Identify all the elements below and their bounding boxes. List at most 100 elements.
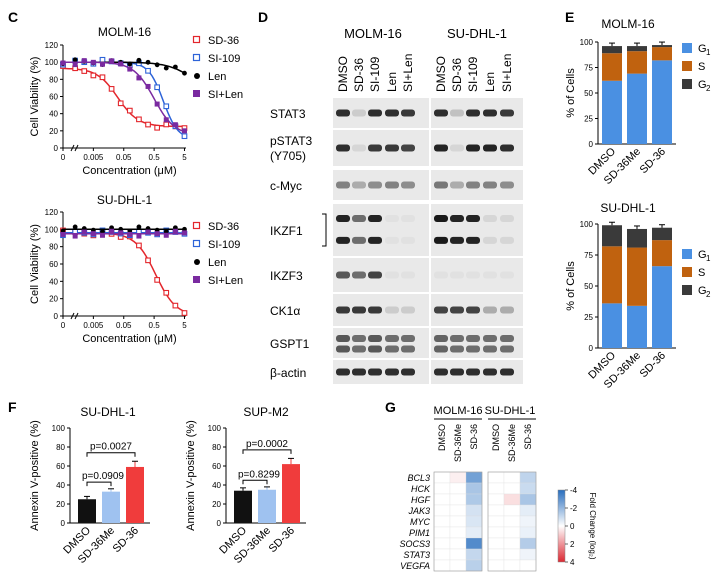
blot-band: [450, 109, 464, 117]
blot-band: [466, 345, 480, 353]
y-tick-label: 40: [49, 110, 58, 119]
data-point: [163, 121, 170, 128]
protein-label: IKZF1: [270, 224, 303, 238]
x-tick-label: 5: [182, 321, 187, 330]
x-tick-label: 0.05: [116, 153, 132, 162]
legend-marker: [194, 73, 200, 79]
blot-band: [500, 271, 514, 279]
group-header: MOLM-16: [434, 405, 483, 417]
blot-band: [483, 109, 497, 117]
bar-segment-s: [602, 246, 622, 304]
heatmap-cell: [433, 559, 451, 572]
blot-band: [466, 181, 480, 189]
blot-band: [385, 181, 399, 189]
blot-band: [466, 271, 480, 279]
x-tick-label: 0.005: [83, 321, 104, 330]
protein-label: pSTAT3: [270, 134, 313, 148]
blot-band: [368, 368, 382, 376]
heatmap-cell: [487, 504, 505, 517]
bar-segment-g1: [627, 305, 647, 348]
x-tick-label: 5: [182, 153, 187, 162]
cell-line-header: SU-DHL-1: [447, 26, 507, 41]
lane-label: DMSO: [434, 56, 448, 92]
axis-break: [70, 312, 75, 320]
data-point: [60, 231, 66, 237]
data-point: [181, 230, 187, 236]
data-point: [154, 231, 160, 237]
legend-marker: [192, 221, 201, 230]
heatmap-cell: [433, 471, 451, 484]
heatmap-cell: [487, 493, 505, 506]
chart-title: MOLM-16: [98, 25, 152, 39]
blot-band: [385, 306, 399, 314]
data-point: [136, 233, 142, 239]
bar-segment-s: [602, 53, 622, 81]
blot-band: [336, 306, 350, 314]
data-point: [90, 72, 97, 79]
blot-band: [434, 368, 448, 376]
bar-segment-g1: [602, 303, 622, 348]
blot-row-5: IKZF3: [270, 258, 523, 292]
blot-band: [450, 335, 464, 342]
y-tick-label: 0: [589, 140, 594, 149]
blot-band: [368, 144, 382, 152]
data-point: [163, 103, 170, 110]
data-point: [145, 229, 151, 235]
blot-band: [434, 271, 448, 279]
blot-band: [450, 306, 464, 314]
legend-2: SD-36 SI-109 Len SI+Len: [192, 221, 243, 287]
data-point: [127, 66, 133, 72]
blot-band: [336, 335, 350, 342]
blot-band: [401, 368, 415, 376]
bar-segment-g2: [627, 228, 647, 248]
protein-label: β-actin: [270, 366, 306, 380]
panel-c-letter: C: [8, 9, 18, 25]
ikzf1-bracket: [322, 213, 327, 247]
y-tick-label: 80: [212, 443, 221, 452]
data-point: [127, 231, 133, 237]
blot-band: [336, 345, 350, 353]
protein-label: CK1α: [270, 304, 300, 318]
viability-chart-2: SU-DHL-1 0 20 40 60 80 100 120 0 0.005 0.05 0.5 5 Cel…: [29, 193, 188, 345]
data-point: [172, 122, 178, 128]
blot-band: [466, 368, 480, 376]
p-value: p=0.0002: [246, 439, 288, 450]
column-label: SD-36Me: [507, 424, 517, 462]
heatmap-cell: [449, 493, 467, 506]
heatmap-cell: [519, 493, 537, 506]
data-point: [172, 64, 178, 70]
data-point: [181, 310, 188, 316]
data-point: [154, 101, 160, 107]
lane-label: DMSO: [336, 56, 350, 92]
viability-chart-1: MOLM-16 0 20 40 60 80 100 120 0 0.005 0.05 0.5 5 Cell…: [29, 25, 188, 177]
legend-marker: [194, 259, 200, 265]
x-tick-label: 0.5: [149, 153, 161, 162]
bar-segment-s: [627, 247, 647, 306]
y-tick-label: 80: [56, 443, 65, 452]
legend-label: G: [698, 43, 707, 55]
legend-marker: [192, 239, 201, 248]
blot-band: [401, 109, 415, 117]
category-label: SD-36: [267, 525, 298, 556]
legend-label: SI-109: [208, 53, 240, 65]
blot-band: [483, 144, 497, 152]
legend-label: S: [698, 267, 705, 279]
y-tick-label: 120: [45, 41, 59, 50]
legend-swatch: [682, 285, 692, 295]
gene-label: HCK: [411, 484, 431, 494]
blot-band: [368, 181, 382, 189]
heatmap-cell: [487, 537, 505, 550]
heatmap-cell: [465, 515, 483, 528]
y-tick-label: 20: [56, 500, 65, 509]
x-axis-label: Concentration (μM): [82, 165, 176, 177]
legend-swatch: [682, 267, 692, 277]
blot-band: [385, 215, 399, 223]
y-tick-label: 100: [580, 38, 594, 47]
blot-band: [466, 306, 480, 314]
data-point: [90, 231, 96, 237]
blot-band: [500, 181, 514, 189]
blot-band: [500, 109, 514, 117]
data-point: [118, 61, 124, 67]
bar-segment-g1: [652, 266, 672, 348]
